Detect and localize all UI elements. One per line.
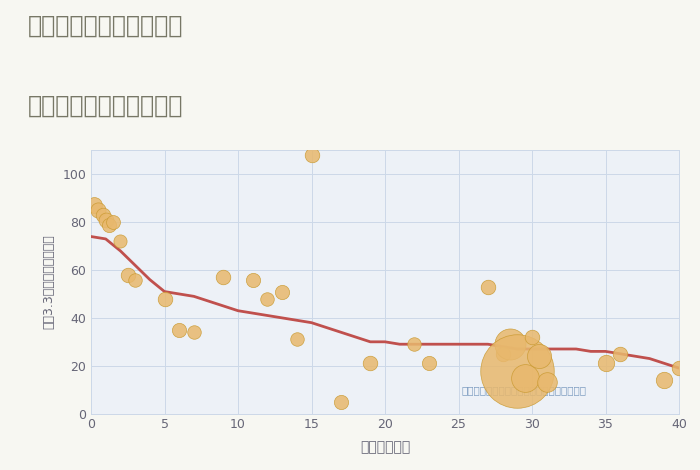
Y-axis label: 坪（3.3㎡）単価（万円）: 坪（3.3㎡）単価（万円） (42, 235, 55, 329)
Point (519, 374, 531, 382)
Point (100, 216, 111, 224)
Point (122, 271, 133, 279)
Text: 三重県津市一志町庄村の: 三重県津市一志町庄村の (28, 14, 183, 38)
Point (541, 379, 552, 386)
Point (335, 398, 346, 406)
Point (600, 360, 611, 367)
Point (97, 211, 108, 219)
Text: 円の大きさは、取引のあった物件面積を示す: 円の大きさは、取引のあった物件面積を示す (461, 385, 587, 395)
Point (88, 202, 99, 209)
Point (130, 276, 141, 283)
Point (409, 340, 420, 348)
Point (276, 288, 288, 295)
Point (159, 295, 170, 303)
X-axis label: 築年数（年）: 築年数（年） (360, 440, 410, 454)
Point (497, 350, 508, 358)
Text: 築年数別中古戸建て価格: 築年数別中古戸建て価格 (28, 94, 183, 118)
Point (306, 151, 317, 159)
Point (115, 237, 126, 245)
Point (526, 333, 538, 341)
Point (659, 376, 670, 384)
Point (424, 360, 435, 367)
Point (247, 276, 258, 283)
Point (108, 219, 119, 226)
Point (188, 329, 199, 336)
Point (262, 295, 273, 303)
Point (174, 326, 185, 334)
Point (512, 367, 523, 374)
Point (534, 352, 545, 360)
Point (504, 340, 515, 348)
Point (92, 206, 104, 214)
Point (103, 221, 114, 228)
Point (291, 336, 302, 343)
Point (482, 283, 493, 290)
Point (365, 360, 376, 367)
Point (673, 364, 685, 372)
Point (615, 350, 626, 358)
Point (218, 274, 229, 281)
